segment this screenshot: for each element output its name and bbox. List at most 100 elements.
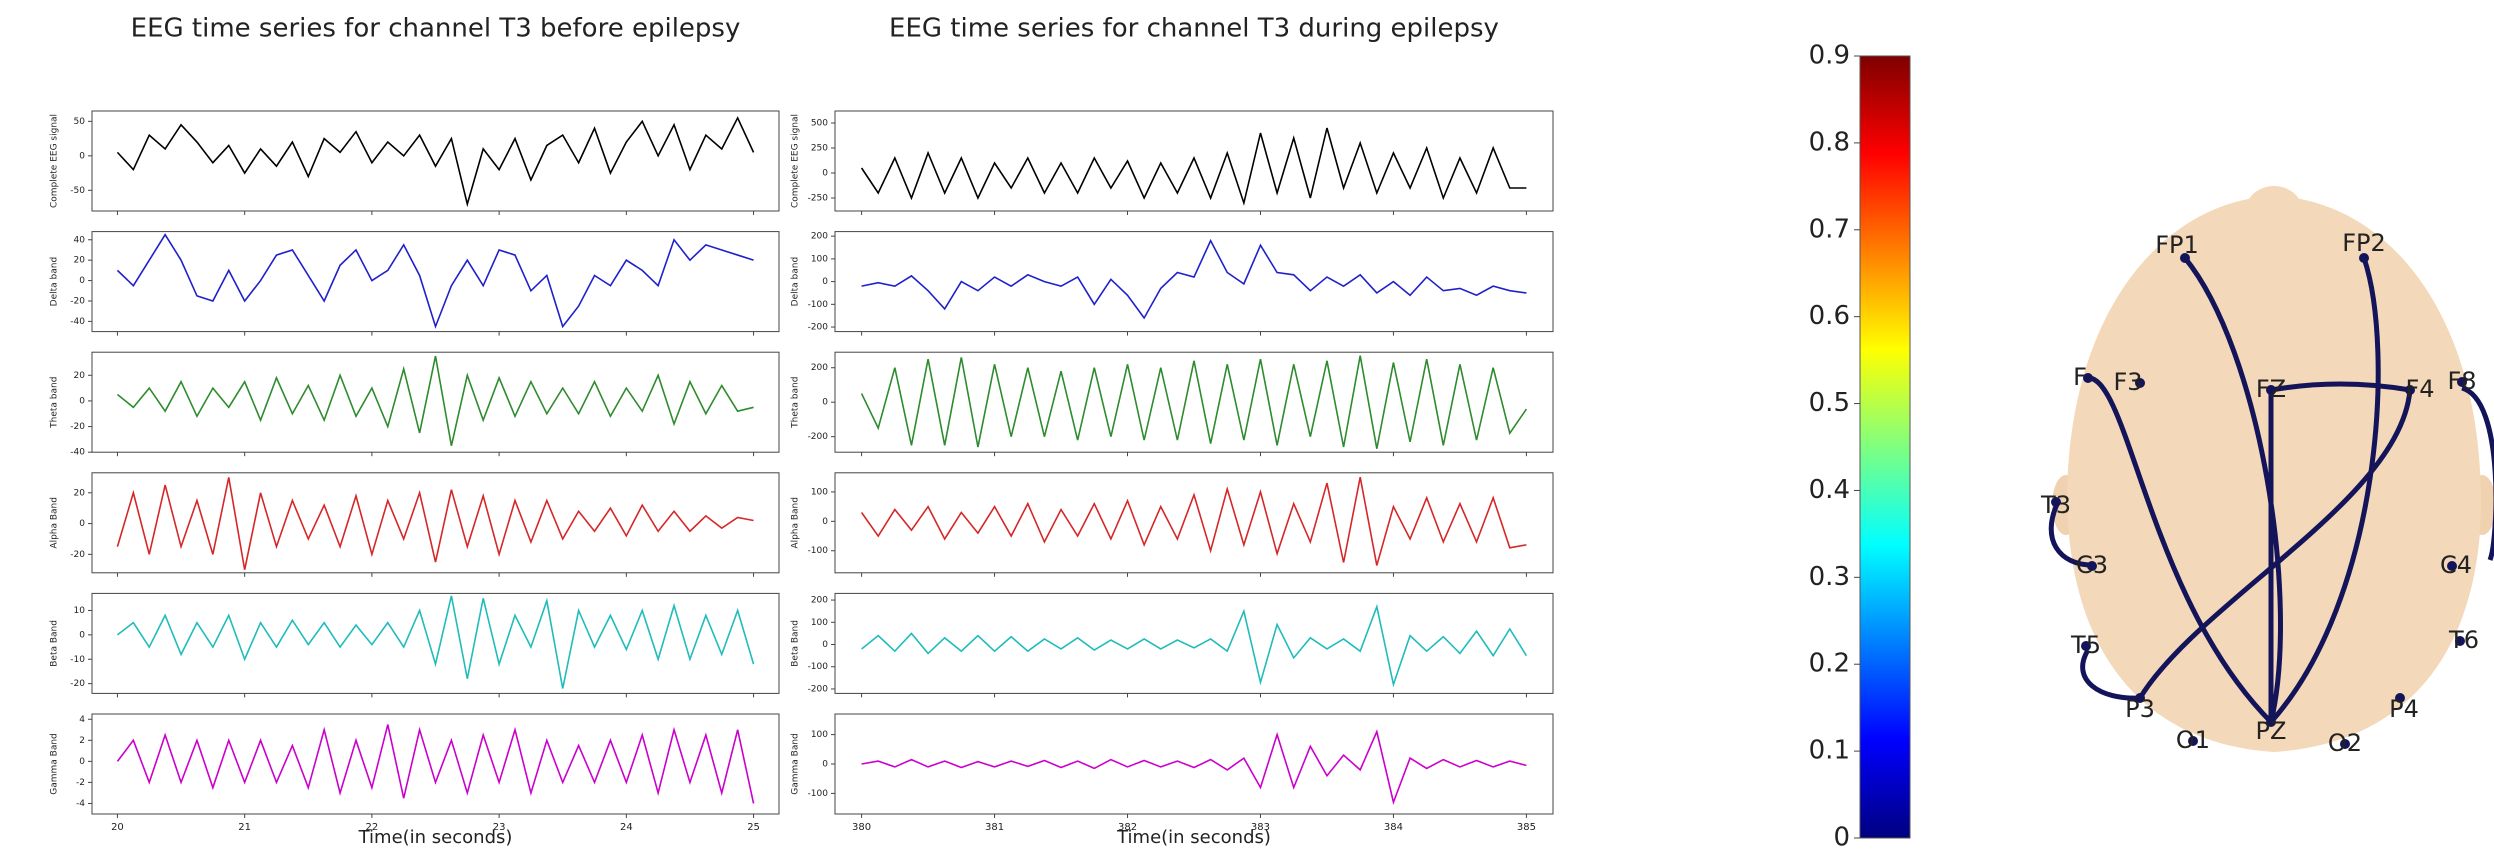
panel-frame: [834, 592, 1554, 694]
electrode-label: C3: [2076, 551, 2108, 579]
y-axis-label: Complete EEG signal: [50, 114, 60, 208]
y-tick-label: 0: [822, 277, 828, 287]
electrode-label: FP2: [2342, 229, 2386, 257]
x-tick-label: 21: [238, 822, 251, 833]
y-tick-label: 250: [811, 144, 828, 154]
electrode: [2266, 385, 2276, 395]
chart-title: EEG time series for channel T3 during ep…: [889, 14, 1499, 44]
connection: [2269, 257, 2381, 724]
y-tick-label: 50: [74, 117, 86, 127]
colorbar-tick-label: 0.2: [1809, 649, 1850, 679]
electrode: [2340, 739, 2350, 749]
y-tick-label: -50: [70, 186, 85, 196]
y-axis-label: Gamma Band: [50, 733, 60, 795]
electrode-label: FZ: [2256, 375, 2286, 403]
y-axis-label: Beta Band: [791, 620, 801, 667]
panel-frame: [834, 472, 1554, 574]
electrode-label: P4: [2389, 695, 2419, 723]
y-tick-label: -200: [808, 323, 829, 333]
electrode: [2457, 377, 2467, 387]
panel-frame: [91, 110, 780, 212]
x-tick-label: 381: [985, 822, 1004, 833]
y-axis-label: Gamma Band: [791, 733, 801, 795]
electrode-label: F: [2073, 363, 2087, 391]
signal-line: [116, 477, 754, 570]
connection: [2183, 256, 2283, 723]
electrode: [2405, 385, 2415, 395]
x-tick-label: 22: [366, 822, 379, 833]
y-tick-label: 0: [79, 276, 85, 286]
y-tick-label: 200: [811, 596, 828, 606]
y-tick-label: 0: [79, 757, 85, 767]
y-tick-label: -10: [70, 655, 85, 665]
y-tick-label: 0: [79, 396, 85, 406]
nose: [2246, 186, 2302, 234]
panel-frame: [834, 110, 1554, 212]
y-tick-label: 0: [822, 169, 828, 179]
colorbar-tick-label: 0.5: [1809, 388, 1850, 418]
y-tick-label: -20: [70, 550, 85, 560]
signal-line: [860, 355, 1528, 449]
y-axis-label: Delta band: [791, 257, 801, 307]
electrode: [2188, 736, 2198, 746]
y-tick-label: -2: [76, 778, 85, 788]
electrode: [2359, 253, 2369, 263]
electrode: [2455, 636, 2465, 646]
x-axis-label: Time(in seconds): [1116, 827, 1271, 848]
colorbar-tick-label: 0.3: [1809, 562, 1850, 592]
y-tick-label: 100: [811, 618, 828, 628]
x-tick-label: 380: [852, 822, 871, 833]
x-tick-label: 24: [620, 822, 633, 833]
signal-line: [116, 724, 755, 804]
y-tick-label: -40: [70, 317, 85, 327]
y-tick-label: 2: [79, 736, 85, 746]
y-axis-label: Beta Band: [50, 620, 60, 667]
colorbar-tick-label: 0.1: [1809, 736, 1850, 766]
y-tick-label: 100: [811, 487, 828, 497]
colorbar-tick-label: 0.4: [1809, 475, 1850, 505]
electrode-label: PZ: [2256, 717, 2287, 745]
colorbar-tick-label: 0.8: [1809, 127, 1850, 157]
y-tick-label: 0: [79, 630, 85, 640]
y-tick-label: -4: [76, 799, 85, 809]
y-tick-label: 20: [74, 371, 86, 381]
electrode: [2135, 693, 2145, 703]
y-tick-label: 100: [811, 730, 828, 740]
panel-frame: [91, 592, 780, 694]
panel-frame: [834, 713, 1554, 815]
y-tick-label: 10: [74, 606, 86, 616]
y-tick-label: 4: [79, 715, 85, 725]
electrode-label: F3: [2113, 368, 2142, 396]
y-axis-label: Alpha Band: [50, 497, 60, 549]
chart-title: EEG time series for channel T3 before ep…: [131, 14, 741, 44]
electrode: [2180, 253, 2190, 263]
panel-frame: [91, 351, 780, 453]
y-tick-label: 20: [74, 488, 86, 498]
x-tick-label: 20: [111, 822, 124, 833]
connection: [2080, 648, 2141, 701]
head-diagram: FP1 FP2 F F3 FZ F4 F8 T3 C3 C4 T5 T6 P3 P4 O1 PZ O2: [2040, 186, 2494, 757]
y-tick-label: -20: [70, 422, 85, 432]
signal-line: [860, 477, 1527, 566]
y-axis-label: Alpha Band: [791, 497, 801, 549]
y-tick-label: 200: [811, 232, 828, 242]
signal-line: [861, 729, 1527, 805]
y-tick-label: -200: [808, 432, 829, 442]
y-axis-label: Theta band: [50, 377, 60, 429]
electrode-label: P3: [2125, 695, 2155, 723]
x-tick-label: 384: [1384, 822, 1403, 833]
y-tick-label: 0: [79, 519, 85, 529]
colorbar-tick-label: 0: [1833, 823, 1850, 851]
y-tick-label: 40: [74, 235, 86, 245]
electrode: [2135, 378, 2145, 388]
y-tick-label: -100: [808, 546, 829, 556]
connection: [2137, 389, 2413, 700]
connection: [2048, 500, 2093, 568]
x-tick-label: 25: [747, 822, 760, 833]
electrode: [2081, 641, 2091, 651]
panel-frame: [91, 472, 780, 574]
signal-line: [116, 595, 755, 689]
panel-frame: [91, 231, 780, 333]
y-tick-label: -100: [808, 789, 829, 799]
